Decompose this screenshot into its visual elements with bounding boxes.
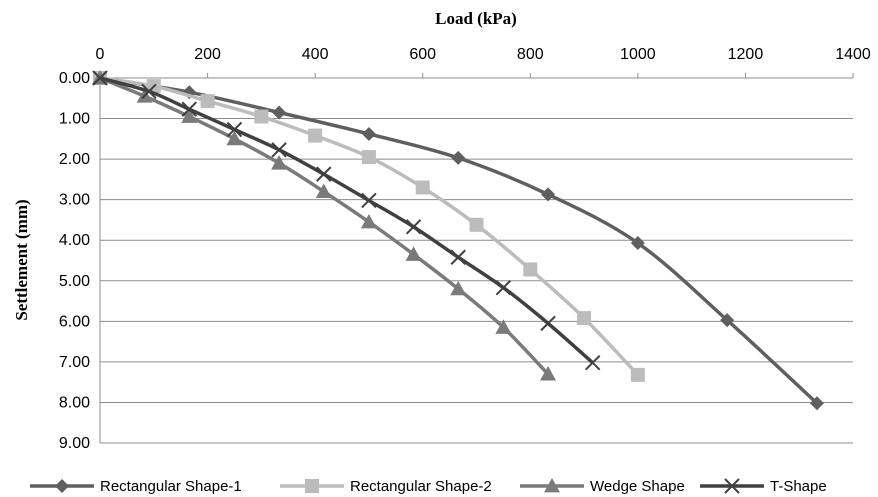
y-tick-label: 4.00 — [59, 232, 90, 249]
legend-item: Rectangular Shape-2 — [280, 478, 492, 495]
data-point — [469, 217, 484, 232]
data-point — [361, 192, 377, 209]
legend-item: Rectangular Shape-1 — [30, 478, 242, 495]
legend-item: Wedge Shape — [520, 478, 685, 495]
y-tick-label: 1.00 — [59, 111, 90, 128]
data-point — [271, 155, 288, 170]
series-line — [99, 76, 594, 365]
gridlines — [100, 77, 853, 444]
data-point — [541, 187, 556, 202]
x-marker-stroke — [405, 219, 422, 235]
legend-label: Rectangular Shape-1 — [100, 478, 242, 495]
data-point — [271, 142, 287, 158]
data-point — [809, 396, 824, 411]
y-tick-label: 0.00 — [59, 70, 90, 87]
data-point — [540, 366, 557, 381]
legend-label: Wedge Shape — [590, 478, 685, 495]
x-tick-labels: 0 200 400 600 800 1000 1200 1400 — [96, 46, 871, 63]
legend: Rectangular Shape-1 Rectangular Shape-2 We… — [30, 478, 827, 495]
data-point — [92, 70, 108, 86]
x-marker-stroke — [495, 279, 512, 296]
series-line — [99, 76, 819, 405]
y-tick-label: 5.00 — [59, 273, 90, 290]
data-point — [584, 354, 601, 371]
legend-marker — [305, 479, 319, 493]
data-point — [630, 367, 645, 382]
x-tick-label: 1000 — [620, 46, 656, 63]
x-tick-label: 200 — [194, 46, 221, 63]
data-point — [361, 126, 376, 141]
x-marker-stroke — [316, 166, 332, 182]
data-point — [451, 150, 466, 165]
y-tick-label: 2.00 — [59, 151, 90, 168]
x-marker-stroke — [141, 83, 157, 100]
y-tick-labels: 0.00 1.00 2.00 3.00 4.00 5.00 6.00 7.00 8.00 9.00 — [59, 70, 90, 452]
y-tick-label: 7.00 — [59, 354, 90, 371]
x-marker-stroke — [724, 478, 740, 494]
data-point — [226, 130, 243, 146]
data-point — [405, 219, 422, 235]
x-tick-label: 600 — [409, 46, 436, 63]
x-marker-stroke — [450, 249, 466, 265]
series-wedge-shape — [92, 70, 557, 381]
data-point — [495, 279, 512, 296]
legend-label: Rectangular Shape-2 — [350, 478, 492, 495]
data-point — [630, 236, 645, 251]
legend-marker — [724, 478, 740, 494]
y-tick-label: 8.00 — [59, 394, 90, 411]
series-group — [92, 70, 824, 411]
x-tick-label: 0 — [96, 46, 105, 63]
data-point — [450, 249, 466, 265]
legend-marker — [55, 479, 69, 493]
data-point — [308, 128, 323, 143]
x-marker-stroke — [181, 101, 197, 117]
data-point — [254, 109, 269, 124]
x-marker-stroke — [540, 315, 556, 332]
data-point — [495, 319, 512, 334]
x-marker-stroke — [92, 70, 108, 86]
x-tick-label: 400 — [302, 46, 329, 63]
data-point — [405, 246, 422, 261]
legend-label: T-Shape — [770, 478, 827, 495]
data-point — [360, 213, 377, 229]
x-tick-label: 800 — [517, 46, 544, 63]
data-point — [415, 180, 430, 195]
data-point — [523, 262, 538, 277]
data-point — [450, 280, 467, 296]
x-marker-stroke — [361, 192, 377, 209]
y-tick-label: 6.00 — [59, 313, 90, 330]
y-tick-label: 9.00 — [59, 435, 90, 452]
y-axis-title: Settlement (mm) — [12, 199, 31, 320]
data-point — [181, 101, 197, 117]
data-point — [577, 311, 592, 326]
data-point — [181, 108, 198, 123]
data-point — [316, 166, 332, 182]
data-point — [540, 315, 556, 332]
data-point — [226, 121, 243, 138]
data-point — [141, 83, 157, 100]
legend-marker — [544, 478, 560, 493]
y-tick-label: 3.00 — [59, 192, 90, 209]
x-marker-stroke — [584, 354, 601, 371]
data-point — [361, 150, 376, 165]
data-point — [720, 313, 735, 328]
data-point — [200, 94, 215, 109]
x-axis-title: Load (kPa) — [435, 9, 517, 28]
x-tick-label: 1200 — [728, 46, 764, 63]
x-marker-stroke — [226, 121, 243, 138]
legend-item: T-Shape — [700, 478, 827, 495]
data-point — [315, 183, 332, 198]
x-marker-stroke — [271, 142, 287, 158]
series-t-shape — [92, 70, 601, 371]
data-point — [272, 105, 287, 120]
x-tick-label: 1400 — [835, 46, 871, 63]
